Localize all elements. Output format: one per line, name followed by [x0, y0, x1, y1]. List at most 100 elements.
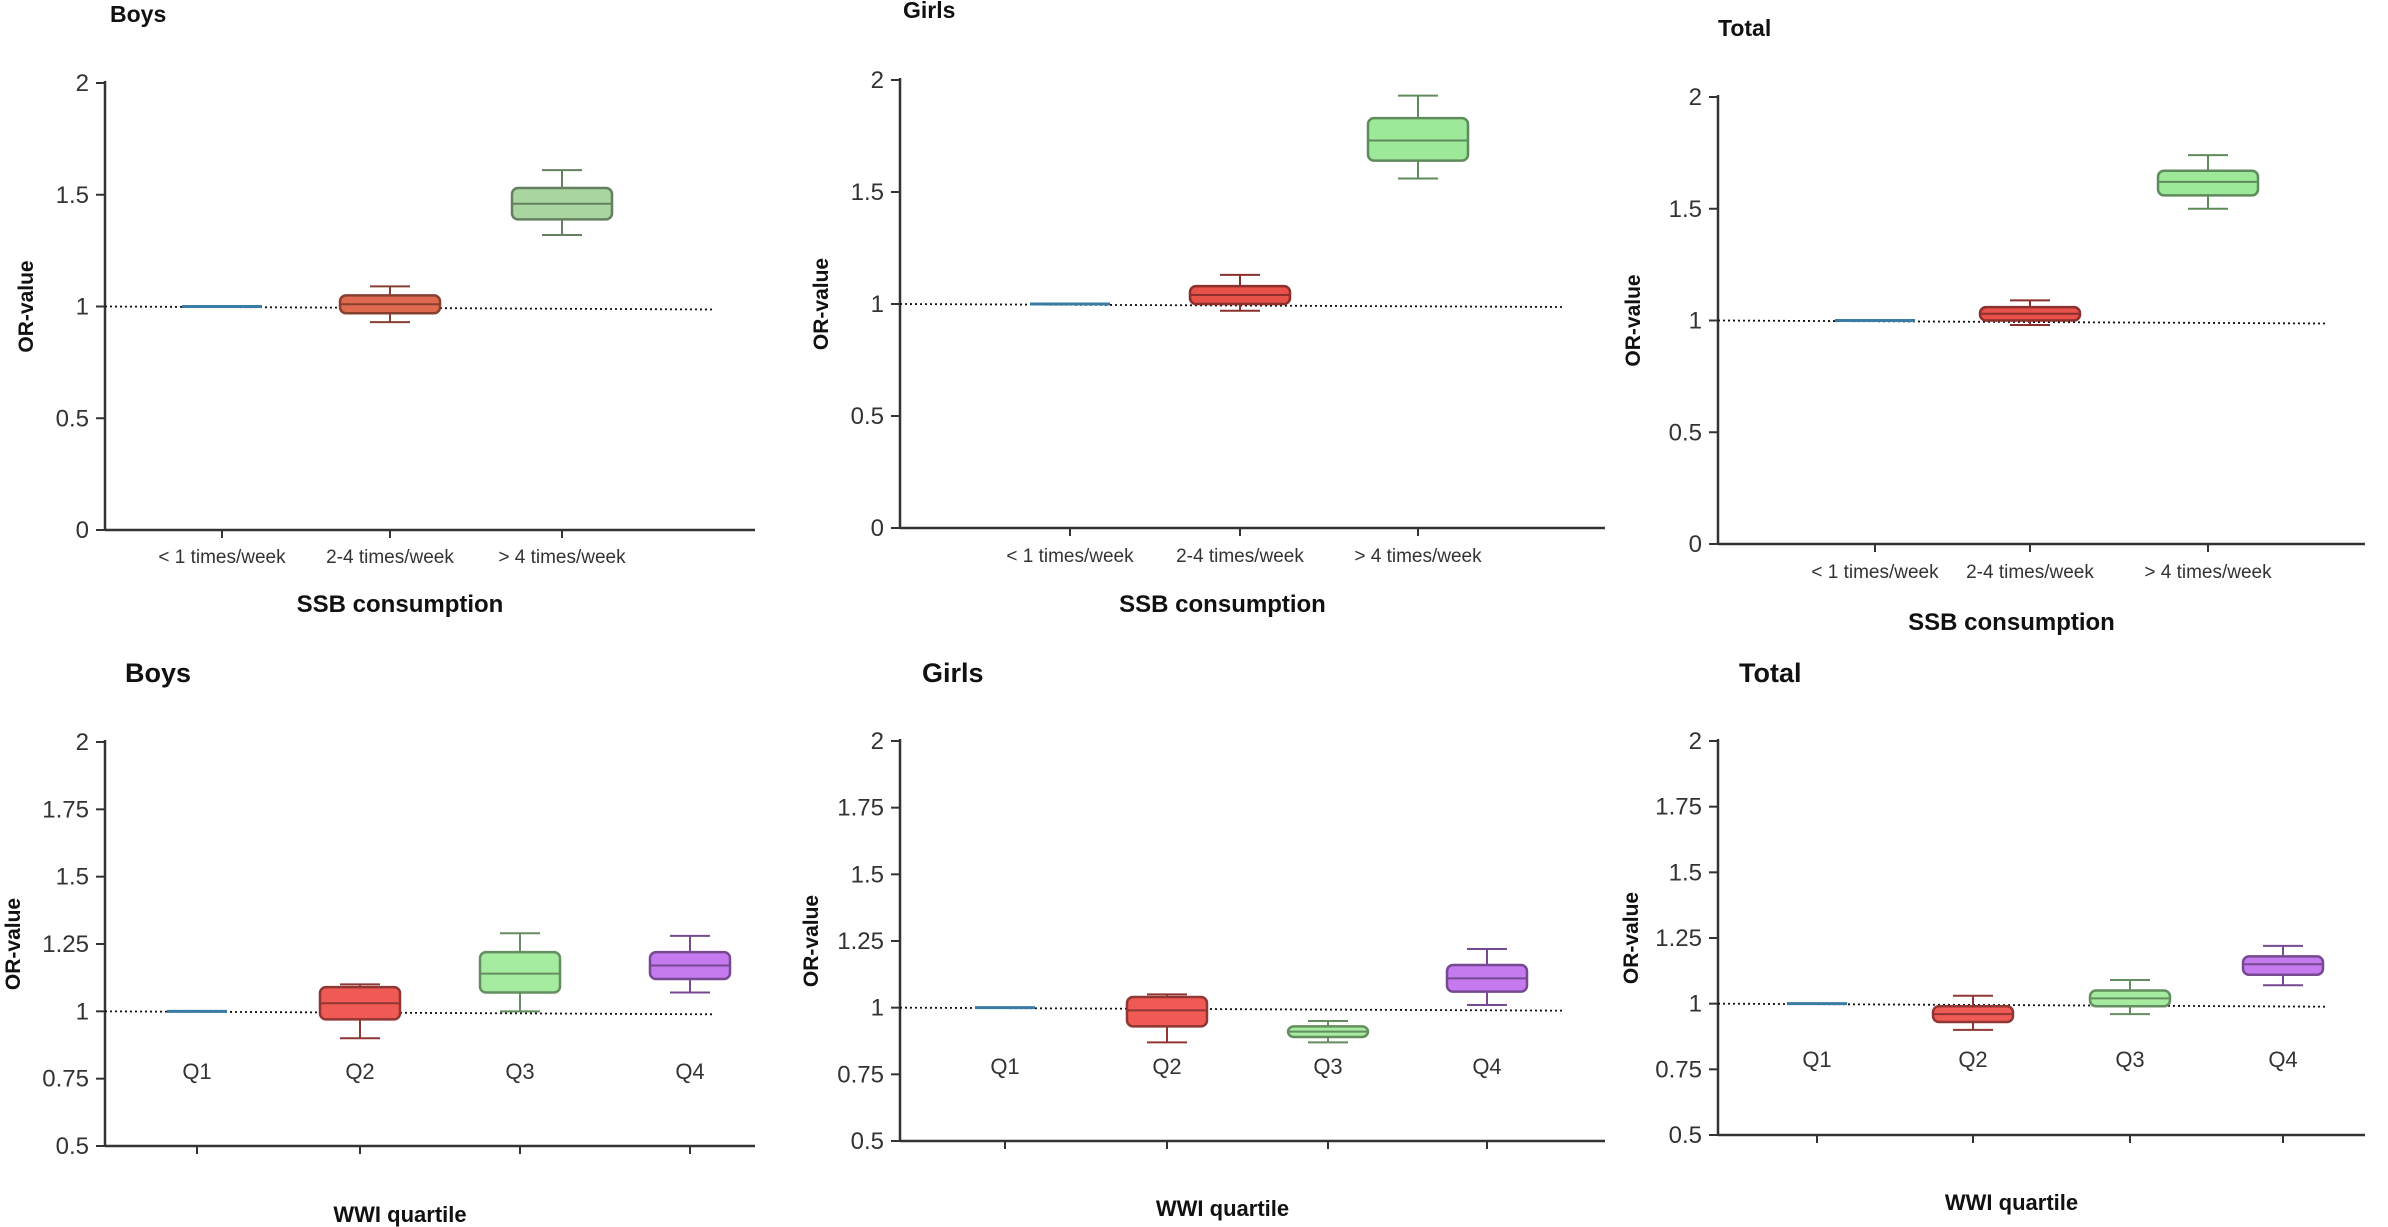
x-axis-label: WWI quartile [333, 1202, 466, 1227]
box-iqr [478, 950, 562, 994]
x-axis-label: SSB consumption [1119, 591, 1326, 618]
y-tick-label: 2 [871, 728, 884, 755]
chart-panel-6: Total 0.5 0.75 1 1.25 1.5 1.75 2 Q1 Q2 Q3 Q4 WWI qua… [1620, 658, 2365, 1215]
y-tick-label: 1 [871, 995, 884, 1022]
chart-title: Boys [110, 1, 166, 27]
x-category-label: > 4 times/week [498, 547, 626, 568]
y-tick-label: 1.5 [56, 182, 89, 209]
y-tick-label: 0 [1689, 531, 1702, 558]
chart-panel-1: Boys 0 0.5 1 1.5 2 < 1 times/week 2-4 times/wee… [15, 1, 755, 618]
y-tick-label: 2 [76, 729, 89, 756]
box-4 [648, 934, 732, 994]
y-tick-label: 1.75 [42, 796, 89, 823]
x-category-label: Q1 [990, 1054, 1019, 1079]
y-tick-label: 1.25 [837, 928, 884, 955]
y-tick-label: 0.5 [56, 405, 89, 432]
y-tick-label: 0.5 [851, 1128, 884, 1155]
x-category-label: Q1 [1802, 1047, 1831, 1072]
chart-panel-4: Boys 0.5 0.75 1 1.25 1.5 1.75 2 Q1 Q2 Q3 Q4 WWI quar… [2, 658, 755, 1227]
box-iqr [1125, 995, 1209, 1028]
y-tick-label: 2 [1689, 728, 1702, 755]
y-tick-label: 1.5 [851, 179, 884, 206]
x-category-label: 2-4 times/week [326, 547, 454, 568]
y-axis-label: OR-value [800, 895, 823, 987]
chart-title: Total [1718, 15, 1771, 41]
y-tick-label: 0.75 [42, 1066, 89, 1093]
x-axis-label: WWI quartile [1945, 1190, 2078, 1215]
y-tick-label: 0.5 [1669, 1122, 1702, 1149]
reference-line [899, 303, 1566, 308]
box-3 [1286, 1020, 1370, 1044]
y-tick-label: 0.5 [851, 403, 884, 430]
chart-panel-5: Girls 0.5 0.75 1 1.25 1.5 1.75 2 Q1 Q2 Q3 Q4 WWI qua… [800, 658, 1605, 1221]
chart-panel-3: Total 0 0.5 1 1.5 2 < 1 times/week 2-4 times/we… [1622, 15, 2365, 636]
x-category-label: Q4 [675, 1059, 704, 1084]
box-3 [478, 932, 562, 1013]
x-category-label: < 1 times/week [1811, 562, 1939, 583]
box-2 [318, 983, 402, 1040]
box-iqr [1366, 116, 1470, 162]
y-tick-label: 1.25 [42, 931, 89, 958]
y-tick-label: 0.5 [1669, 419, 1702, 446]
y-tick-label: 1 [1689, 308, 1702, 335]
x-category-label: Q4 [2268, 1047, 2297, 1072]
box-2 [1125, 993, 1209, 1044]
x-category-label: Q2 [345, 1059, 374, 1084]
chart-panel-2: Girls 0 0.5 1 1.5 2 < 1 times/week 2-4 times/we… [810, 0, 1605, 618]
y-tick-label: 0.75 [837, 1061, 884, 1088]
x-category-label: Q3 [505, 1059, 534, 1084]
y-tick-label: 2 [76, 70, 89, 97]
x-category-label: 2-4 times/week [1966, 562, 2094, 583]
x-category-label: > 4 times/week [1354, 546, 1482, 567]
y-tick-label: 2 [871, 67, 884, 94]
x-category-label: Q1 [182, 1059, 211, 1084]
y-tick-label: 0 [871, 515, 884, 542]
y-tick-label: 2 [1689, 84, 1702, 111]
y-tick-label: 1 [1689, 991, 1702, 1018]
y-tick-label: 0 [76, 517, 89, 544]
y-tick-label: 1.5 [1669, 859, 1702, 886]
reference-line [1717, 319, 2326, 325]
y-tick-label: 1 [76, 998, 89, 1025]
chart-title: Total [1739, 658, 1802, 688]
box-3 [2088, 979, 2172, 1016]
x-axis-label: SSB consumption [297, 591, 504, 618]
x-category-label: Q3 [1313, 1054, 1342, 1079]
x-axis-label: SSB consumption [1908, 609, 2115, 636]
y-axis-label: OR-value [810, 258, 833, 350]
box-2 [1188, 273, 1292, 312]
box-iqr [2156, 169, 2260, 197]
y-axis-label: OR-value [1622, 274, 1645, 366]
x-category-label: 2-4 times/week [1176, 546, 1304, 567]
box-2 [338, 285, 442, 324]
y-tick-label: 1.75 [1655, 794, 1702, 821]
y-tick-label: 0.75 [1655, 1056, 1702, 1083]
chart-title: Girls [903, 0, 955, 23]
box-4 [2241, 944, 2325, 987]
box-3 [2156, 154, 2260, 210]
y-tick-label: 1.5 [851, 861, 884, 888]
x-category-label: < 1 times/week [1006, 546, 1134, 567]
chart-title: Boys [125, 658, 191, 688]
box-2 [1931, 994, 2015, 1031]
y-tick-label: 0.5 [56, 1133, 89, 1160]
box-3 [510, 169, 614, 236]
x-category-label: < 1 times/week [158, 547, 286, 568]
box-2 [1978, 299, 2082, 326]
y-tick-label: 1.5 [1669, 196, 1702, 223]
y-axis-label: OR-value [15, 260, 38, 352]
box-4 [1445, 948, 1529, 1006]
x-category-label: Q4 [1472, 1054, 1501, 1079]
x-category-label: Q3 [2115, 1047, 2144, 1072]
box-3 [1366, 94, 1470, 180]
y-tick-label: 1.75 [837, 795, 884, 822]
y-tick-label: 1.25 [1655, 925, 1702, 952]
x-category-label: Q2 [1152, 1054, 1181, 1079]
y-tick-label: 1.5 [56, 864, 89, 891]
chart-title: Girls [922, 658, 984, 688]
x-category-label: Q2 [1958, 1047, 1987, 1072]
box-iqr [2241, 955, 2325, 977]
y-axis-label: OR-value [1620, 892, 1643, 984]
y-tick-label: 1 [76, 294, 89, 321]
y-axis-label: OR-value [2, 898, 25, 990]
